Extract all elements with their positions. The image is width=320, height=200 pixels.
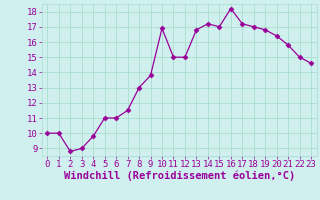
X-axis label: Windchill (Refroidissement éolien,°C): Windchill (Refroidissement éolien,°C) [64,171,295,181]
